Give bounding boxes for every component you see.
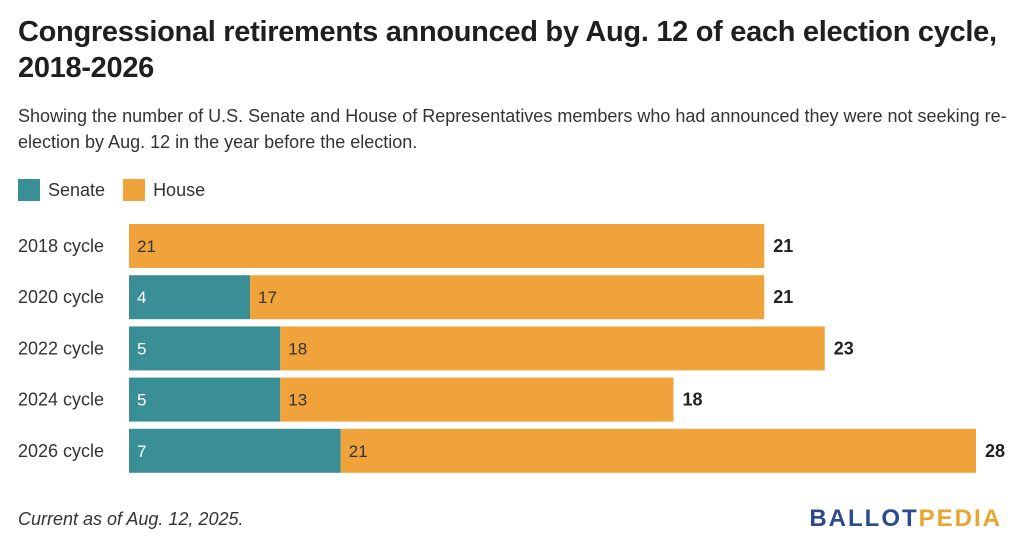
bar-segment-senate <box>129 377 281 422</box>
bar-total-label: 28 <box>985 441 1005 461</box>
bar-segment-house <box>129 224 765 268</box>
bar-row: 2018 cycle 21 21 <box>18 224 793 268</box>
bar-value-label: 13 <box>288 391 307 410</box>
bar-value-label: 5 <box>137 339 146 358</box>
legend-label-house: House <box>153 179 206 200</box>
category-label: 2020 cycle <box>18 287 104 307</box>
bar-total-label: 21 <box>773 287 793 307</box>
bar-segment-house <box>250 275 765 320</box>
category-label: 2024 cycle <box>18 390 104 410</box>
logo-text-pedia: PEDIA <box>918 505 1002 532</box>
ballotpedia-logo: BALLOTPEDIA <box>809 505 1002 533</box>
category-label: 2022 cycle <box>18 338 104 358</box>
legend-swatch-house <box>123 179 146 201</box>
bar-value-label: 21 <box>349 442 368 461</box>
bar-value-label: 17 <box>258 288 277 307</box>
bar-segment-senate <box>129 275 250 320</box>
bar-value-label: 21 <box>137 237 156 256</box>
bar-row: 2022 cycle 5 18 23 <box>18 326 854 371</box>
bar-row: 2024 cycle 5 13 18 <box>18 377 703 422</box>
chart-title: Congressional retirements announced by A… <box>18 16 997 84</box>
bar-value-label: 7 <box>137 442 146 461</box>
legend-label-senate: Senate <box>48 179 106 200</box>
bar-total-label: 23 <box>834 338 854 358</box>
bar-segment-house <box>280 377 674 422</box>
category-label: 2026 cycle <box>18 441 104 461</box>
bar-value-label: 4 <box>137 288 146 307</box>
bar-segment-house <box>340 428 976 473</box>
bar-row: 2020 cycle 4 17 21 <box>18 275 793 320</box>
bar-total-label: 21 <box>773 236 793 256</box>
bar-value-label: 18 <box>288 339 307 358</box>
bar-row: 2026 cycle 7 21 28 <box>18 428 1005 473</box>
bar-value-label: 5 <box>137 391 146 410</box>
legend-swatch-senate <box>18 179 40 201</box>
logo-text-ballot: BALLOT <box>809 505 919 532</box>
bar-total-label: 18 <box>683 390 703 410</box>
chart-subtitle: Showing the number of U.S. Senate and Ho… <box>18 106 1007 152</box>
bar-segment-senate <box>129 428 341 473</box>
category-label: 2018 cycle <box>18 236 104 256</box>
legend-item-senate: Senate <box>18 179 105 201</box>
bar-segment-house <box>280 326 825 371</box>
footnote: Current as of Aug. 12, 2025. <box>18 509 244 529</box>
legend-item-house: House <box>123 179 205 201</box>
bar-segment-senate <box>129 326 281 371</box>
chart-legend: Senate House <box>18 177 223 203</box>
